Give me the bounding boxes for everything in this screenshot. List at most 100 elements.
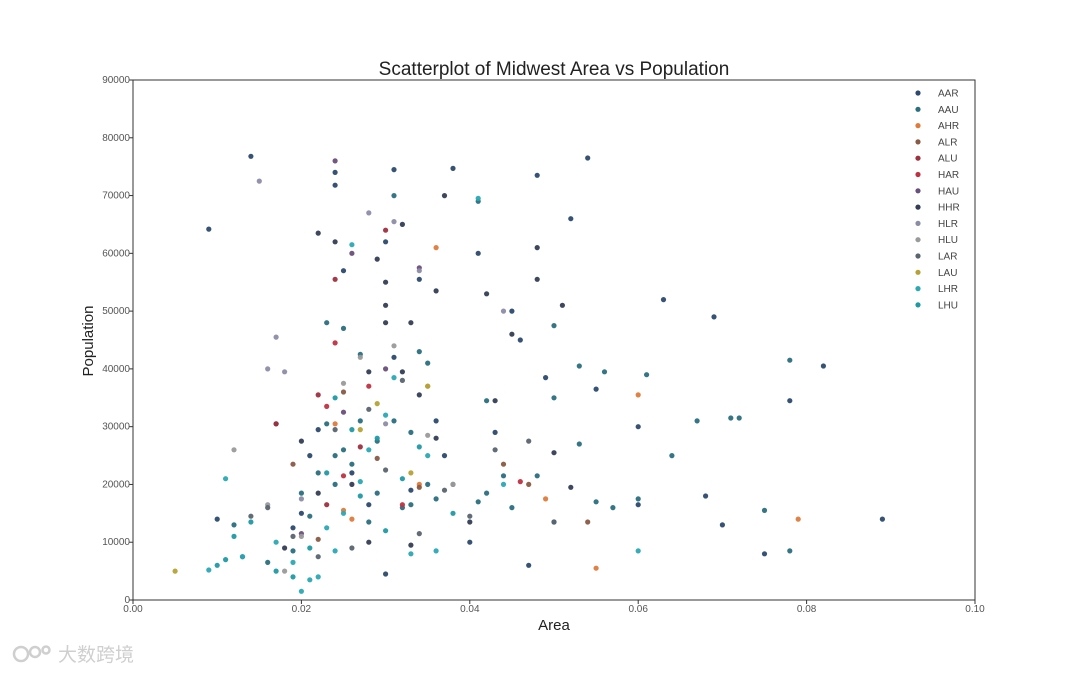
data-point [408, 502, 414, 508]
data-point [214, 516, 220, 522]
legend-item: ALR [915, 137, 957, 148]
data-point [433, 288, 439, 294]
data-point [593, 499, 599, 505]
data-point [340, 409, 347, 415]
data-points [172, 153, 886, 594]
data-point [332, 453, 338, 459]
data-point [399, 502, 405, 508]
data-point [450, 165, 456, 171]
data-point [551, 323, 557, 329]
data-point [349, 516, 355, 522]
data-point [787, 398, 793, 404]
data-point [416, 392, 422, 398]
data-point [231, 522, 237, 528]
data-point [298, 533, 304, 540]
data-point [543, 496, 549, 502]
data-point [425, 432, 431, 438]
data-point [383, 571, 389, 577]
data-point [500, 481, 507, 487]
data-point [307, 577, 313, 583]
data-point [711, 314, 717, 320]
data-point [500, 308, 507, 314]
data-point [383, 239, 389, 245]
data-point [635, 496, 641, 502]
data-point [374, 401, 380, 407]
data-point [374, 256, 380, 262]
data-point [239, 554, 246, 560]
legend-item: HLU [915, 235, 958, 246]
data-point [408, 470, 414, 476]
data-point [391, 343, 397, 349]
data-point [879, 516, 886, 522]
legend-marker [915, 106, 921, 112]
data-point [433, 245, 439, 251]
data-point [315, 392, 321, 398]
legend-marker [915, 171, 921, 178]
legend: AAR AAU AHR ALR ALU HAR HAU HHR HLR HLU LAR LAU LHR L… [915, 89, 960, 311]
data-point [366, 502, 372, 508]
data-point [509, 331, 515, 337]
data-point [340, 510, 347, 516]
data-point [795, 516, 801, 522]
data-point [383, 421, 389, 427]
legend-marker [915, 253, 921, 259]
data-point [534, 245, 540, 251]
data-point [332, 481, 338, 487]
data-point [273, 568, 279, 574]
legend-item: HAR [915, 170, 959, 181]
data-point [416, 349, 422, 355]
y-tick-label: 20000 [102, 479, 130, 490]
watermark-text: 大数跨境 [58, 644, 135, 666]
y-tick-label: 70000 [102, 191, 130, 202]
y-tick-label: 90000 [102, 75, 130, 86]
data-point [248, 513, 254, 519]
data-point [585, 519, 591, 525]
data-point [517, 479, 523, 485]
data-point [416, 484, 422, 490]
legend-item: AAR [915, 89, 959, 100]
legend-item: LAU [915, 268, 957, 279]
legend-marker [915, 90, 921, 96]
data-point [408, 551, 414, 557]
x-tick-label: 0.10 [965, 604, 985, 615]
data-point [568, 484, 574, 490]
legend-label: HLR [938, 219, 958, 230]
data-point [761, 507, 768, 513]
data-point [391, 219, 397, 225]
data-point [610, 505, 616, 511]
data-point [820, 363, 827, 369]
data-point [433, 418, 439, 424]
data-point [298, 490, 304, 496]
data-point [357, 479, 363, 485]
data-point [526, 562, 532, 568]
data-point [635, 548, 641, 554]
legend-label: LAU [938, 268, 957, 279]
y-tick-label: 50000 [102, 306, 130, 317]
data-point [214, 562, 220, 568]
data-point [576, 441, 582, 447]
data-point [787, 548, 793, 554]
data-point [534, 172, 540, 178]
data-point [534, 473, 540, 479]
legend-item: HHR [915, 203, 960, 214]
data-point [399, 476, 405, 482]
y-tick-label: 0 [124, 595, 130, 606]
data-point [383, 528, 389, 534]
data-point [551, 519, 557, 525]
data-point [383, 412, 389, 418]
data-point [332, 421, 338, 427]
x-tick-label: 0.08 [797, 604, 817, 615]
legend-label: HHR [938, 203, 960, 214]
y-tick-label: 80000 [102, 133, 130, 144]
data-point [509, 505, 515, 511]
legend-item: LHR [915, 284, 958, 295]
data-point [366, 369, 372, 375]
data-point [248, 519, 254, 525]
data-point [644, 372, 650, 378]
data-point [408, 320, 414, 326]
data-point [223, 557, 229, 563]
data-point [391, 354, 397, 360]
legend-marker [915, 220, 921, 226]
data-point [324, 421, 330, 427]
